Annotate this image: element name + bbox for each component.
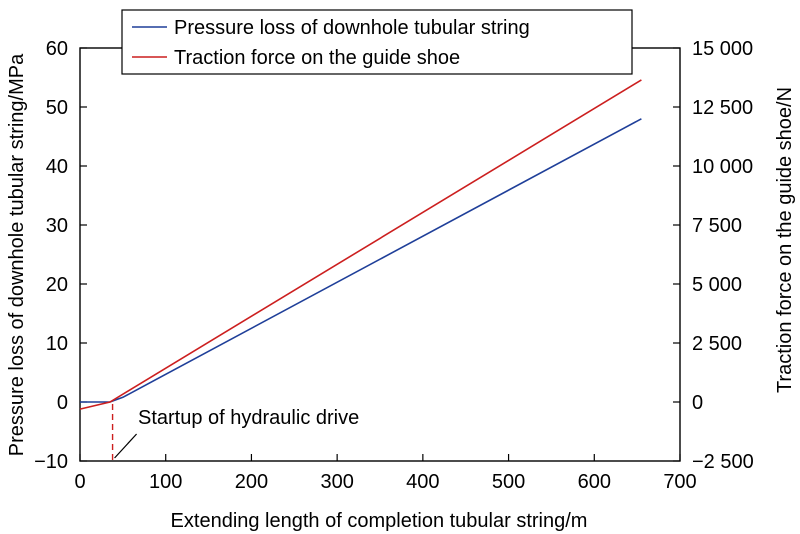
y-tick-label-right: 10 000 [692,156,753,178]
y-tick-label-left: 0 [57,392,68,414]
y-tick-label-right: 7 500 [692,215,742,237]
x-tick-label: 200 [235,471,268,493]
y-tick-label-left: 50 [46,97,68,119]
x-tick-label: 500 [492,471,525,493]
x-tick-label: 700 [663,471,696,493]
y-tick-label-left: 40 [46,156,68,178]
x-tick-label: 300 [320,471,353,493]
y-tick-label-right: 5 000 [692,274,742,296]
y-tick-label-left: 10 [46,333,68,355]
series-lines [79,79,642,410]
y-tick-label-left: 20 [46,274,68,296]
series-line-pressure-loss [80,118,642,403]
x-tick-label: 600 [578,471,611,493]
y-tick-label-right: 2 500 [692,333,742,355]
y-tick-label-right: −2 500 [692,451,754,473]
y-tick-label-left: 60 [46,38,68,60]
axes [79,47,681,462]
y-axis-title-left: Pressure loss of downhole tubular string… [6,53,28,456]
x-tick-label: 400 [406,471,439,493]
tick-labels: 0 100 200 300 400 500 600 700 −10 0 10 20 30 40 50 60 −2… [34,38,754,493]
y-tick-label-right: 12 500 [692,97,753,119]
y-axis-title-right: Traction force on the guide shoe/N [774,87,796,393]
legend-label-pressure: Pressure loss of downhole tubular string [174,17,530,39]
x-tick-label: 100 [149,471,182,493]
legend: Pressure loss of downhole tubular string… [121,9,633,75]
annotation: Startup of hydraulic drive [111,404,359,461]
y-tick-label-left: 30 [46,215,68,237]
y-tick-label-right: 15 000 [692,38,753,60]
y-tick-label-right: 0 [692,392,703,414]
annotation-label: Startup of hydraulic drive [138,407,359,429]
x-axis-title: Extending length of completion tubular s… [171,510,588,532]
x-tick-label: 0 [74,471,85,493]
tick-marks [79,47,681,462]
legend-label-traction: Traction force on the guide shoe [174,47,460,69]
legend-box [121,9,633,75]
y-tick-label-left: −10 [34,451,68,473]
annotation-leader-line [114,433,138,459]
plot-frame [79,47,681,462]
series-line-traction-force [79,79,642,410]
